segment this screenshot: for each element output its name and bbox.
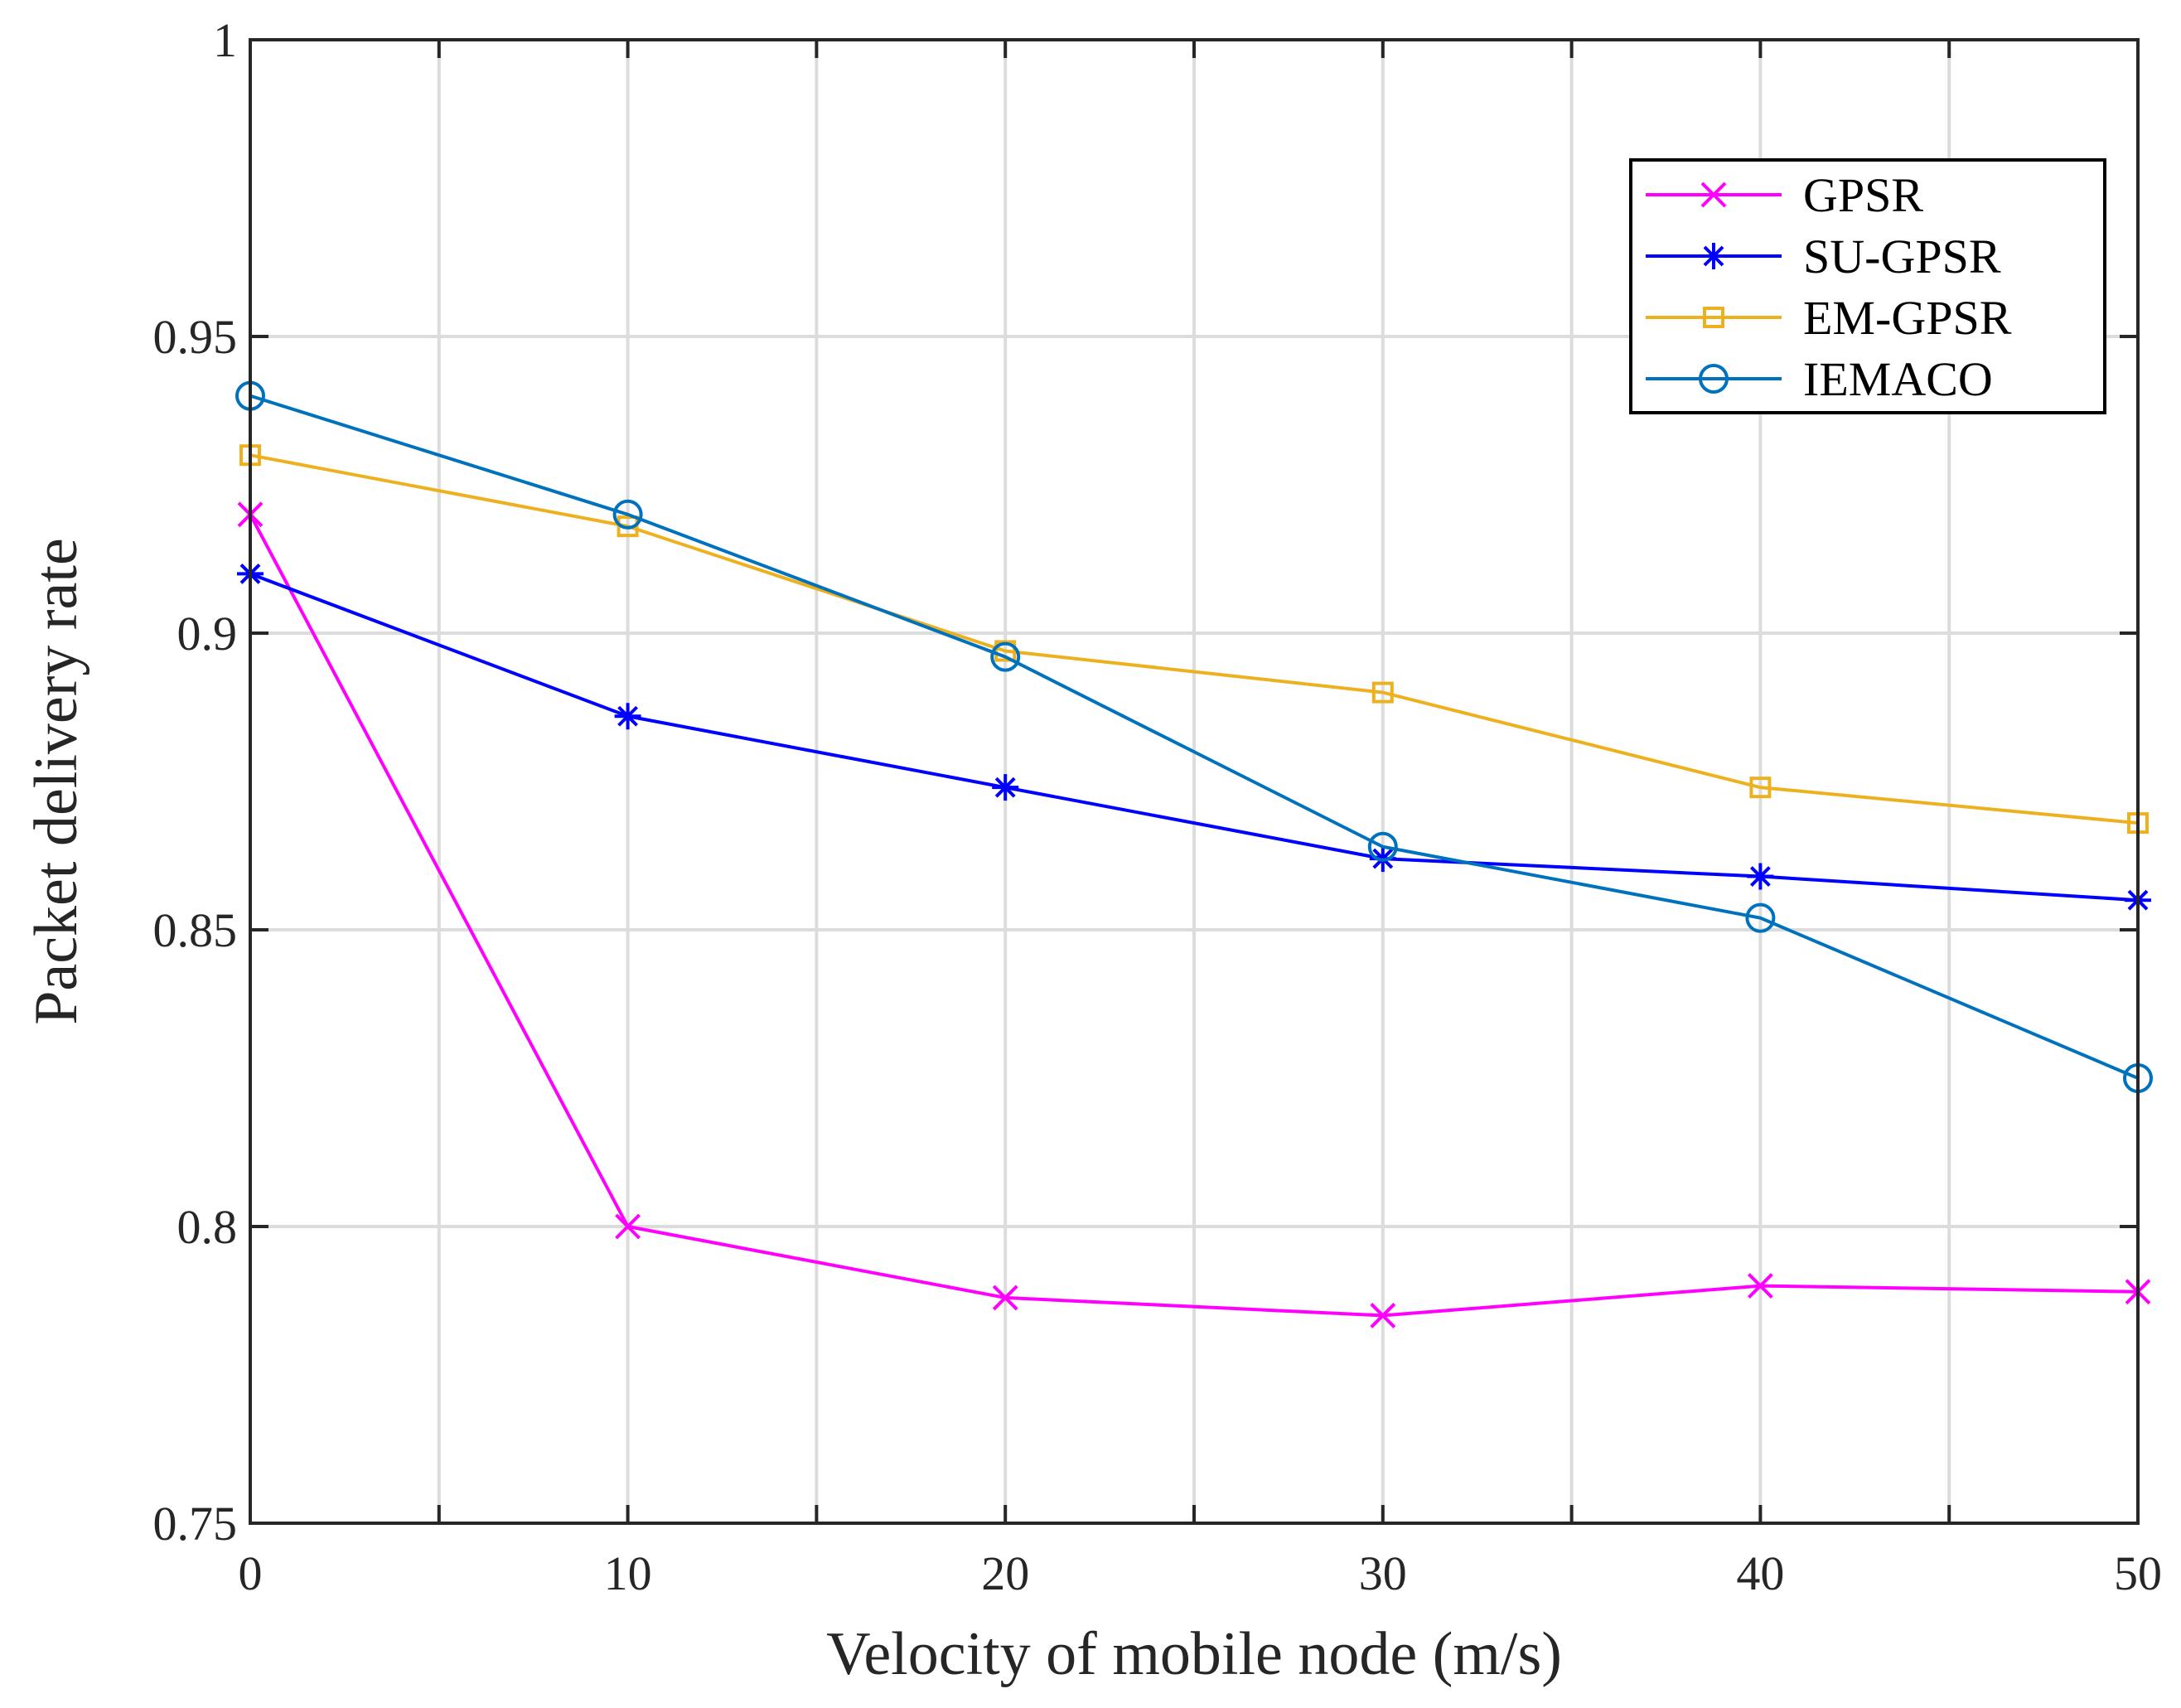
marker-square: [617, 515, 639, 538]
marker-x: [615, 1213, 641, 1240]
marker-x: [1747, 1273, 1773, 1299]
x-tick-label: 20: [981, 1546, 1029, 1600]
legend-item-iemaco: IEMACO: [1646, 352, 1993, 406]
marker-circle: [990, 641, 1021, 672]
marker-square: [994, 640, 1017, 662]
marker-circle: [1367, 831, 1398, 862]
marker-x: [1700, 181, 1727, 208]
x-axis-title: Velocity of mobile node (m/s): [826, 1620, 1562, 1688]
y-tick-label: 0.9: [177, 607, 238, 660]
series-line-su-gpsr: [249, 572, 2139, 902]
data-point-su-gpsr: [1747, 863, 1774, 890]
series-layer: [235, 380, 2153, 1328]
x-tick-label: 0: [239, 1546, 263, 1600]
x-tick-label: 40: [1736, 1546, 1784, 1600]
series-line-iemaco: [249, 394, 2139, 1080]
legend-label-su-gpsr: SU-GPSR: [1803, 230, 2001, 283]
y-tick-label: 0.85: [153, 903, 238, 957]
data-point-em-gpsr: [994, 640, 1017, 662]
y-tick-label: 0.75: [153, 1497, 238, 1551]
data-point-gpsr: [1747, 1273, 1773, 1299]
y-tick-label: 0.95: [153, 310, 238, 364]
x-tick-label: 50: [2114, 1546, 2162, 1600]
data-point-gpsr: [1370, 1302, 1396, 1328]
marker-x: [1370, 1302, 1396, 1328]
series-line-em-gpsr: [249, 453, 2139, 825]
x-tick-label: 10: [604, 1546, 652, 1600]
marker-circle: [612, 499, 643, 530]
data-point-em-gpsr: [617, 515, 639, 538]
data-point-iemaco: [612, 499, 643, 530]
marker-asterisk: [1747, 863, 1774, 890]
marker-circle: [1699, 364, 1729, 394]
legend-label-em-gpsr: EM-GPSR: [1803, 291, 2012, 345]
data-point-iemaco: [1745, 902, 1776, 933]
marker-square: [1749, 777, 1772, 799]
data-point-gpsr: [992, 1285, 1018, 1311]
marker-square: [1703, 307, 1724, 328]
data-point-em-gpsr: [1749, 777, 1772, 799]
legend-item-gpsr: GPSR: [1646, 168, 1923, 222]
legend-item-su-gpsr: SU-GPSR: [1646, 230, 2001, 283]
legend-item-em-gpsr: EM-GPSR: [1646, 291, 2012, 345]
marker-circle: [1745, 902, 1776, 933]
x-tick-label: 30: [1359, 1546, 1407, 1600]
data-point-iemaco: [1367, 831, 1398, 862]
series-gpsr: [237, 501, 2151, 1328]
data-point-gpsr: [615, 1213, 641, 1240]
legend: GPSR SU-GPSR EM-GPSR IEMACO: [1629, 158, 2106, 414]
marker-asterisk: [614, 703, 641, 730]
marker-x: [992, 1285, 1018, 1311]
marker-square: [1371, 681, 1394, 704]
ticks: 0 10 20 30 40 50 0.75 0.8 0.85 0.9 0.95 1: [153, 13, 2163, 1600]
y-axis-title: Packet delivery rate: [22, 538, 90, 1025]
marker-asterisk: [1700, 243, 1727, 269]
series-line-gpsr: [249, 513, 2139, 1318]
y-tick-label: 1: [213, 13, 237, 67]
legend-box: [1629, 158, 2106, 414]
data-point-iemaco: [990, 641, 1021, 672]
data-point-su-gpsr: [614, 703, 641, 730]
data-point-su-gpsr: [992, 774, 1019, 801]
y-tick-label: 0.8: [177, 1200, 238, 1254]
legend-label-gpsr: GPSR: [1803, 168, 1923, 222]
marker-asterisk: [992, 774, 1019, 801]
legend-label-iemaco: IEMACO: [1803, 352, 1993, 406]
data-point-em-gpsr: [1371, 681, 1394, 704]
